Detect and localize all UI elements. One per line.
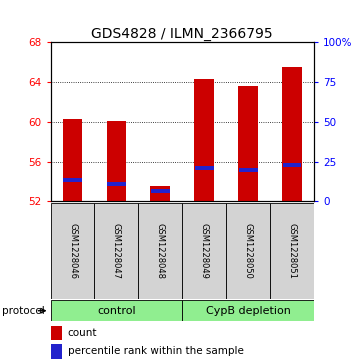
Bar <box>51 203 95 299</box>
Bar <box>62 119 82 201</box>
Bar <box>238 86 258 201</box>
Text: GSM1228050: GSM1228050 <box>244 224 253 279</box>
Text: control: control <box>97 306 136 316</box>
Bar <box>182 300 314 321</box>
Bar <box>270 203 314 299</box>
Text: GSM1228047: GSM1228047 <box>112 223 121 280</box>
Text: GSM1228048: GSM1228048 <box>156 223 165 280</box>
Bar <box>106 121 126 201</box>
Bar <box>51 326 62 340</box>
Text: count: count <box>68 328 97 338</box>
Text: percentile rank within the sample: percentile rank within the sample <box>68 346 244 356</box>
Bar <box>239 168 258 172</box>
Text: protocol: protocol <box>2 306 44 316</box>
Bar <box>282 67 302 201</box>
Bar <box>283 163 301 167</box>
Text: GSM1228049: GSM1228049 <box>200 224 209 279</box>
Text: CypB depletion: CypB depletion <box>206 306 291 316</box>
Bar <box>51 300 182 321</box>
Bar <box>51 344 62 359</box>
Bar <box>63 178 82 182</box>
Bar <box>138 203 182 299</box>
Bar <box>151 189 170 193</box>
Bar <box>151 187 170 201</box>
Bar <box>107 183 126 187</box>
Title: GDS4828 / ILMN_2366795: GDS4828 / ILMN_2366795 <box>91 27 273 41</box>
Bar <box>194 79 214 201</box>
Bar <box>95 203 138 299</box>
Text: GSM1228046: GSM1228046 <box>68 223 77 280</box>
Bar <box>182 203 226 299</box>
Text: GSM1228051: GSM1228051 <box>288 224 297 279</box>
Bar <box>226 203 270 299</box>
Bar <box>195 166 214 170</box>
